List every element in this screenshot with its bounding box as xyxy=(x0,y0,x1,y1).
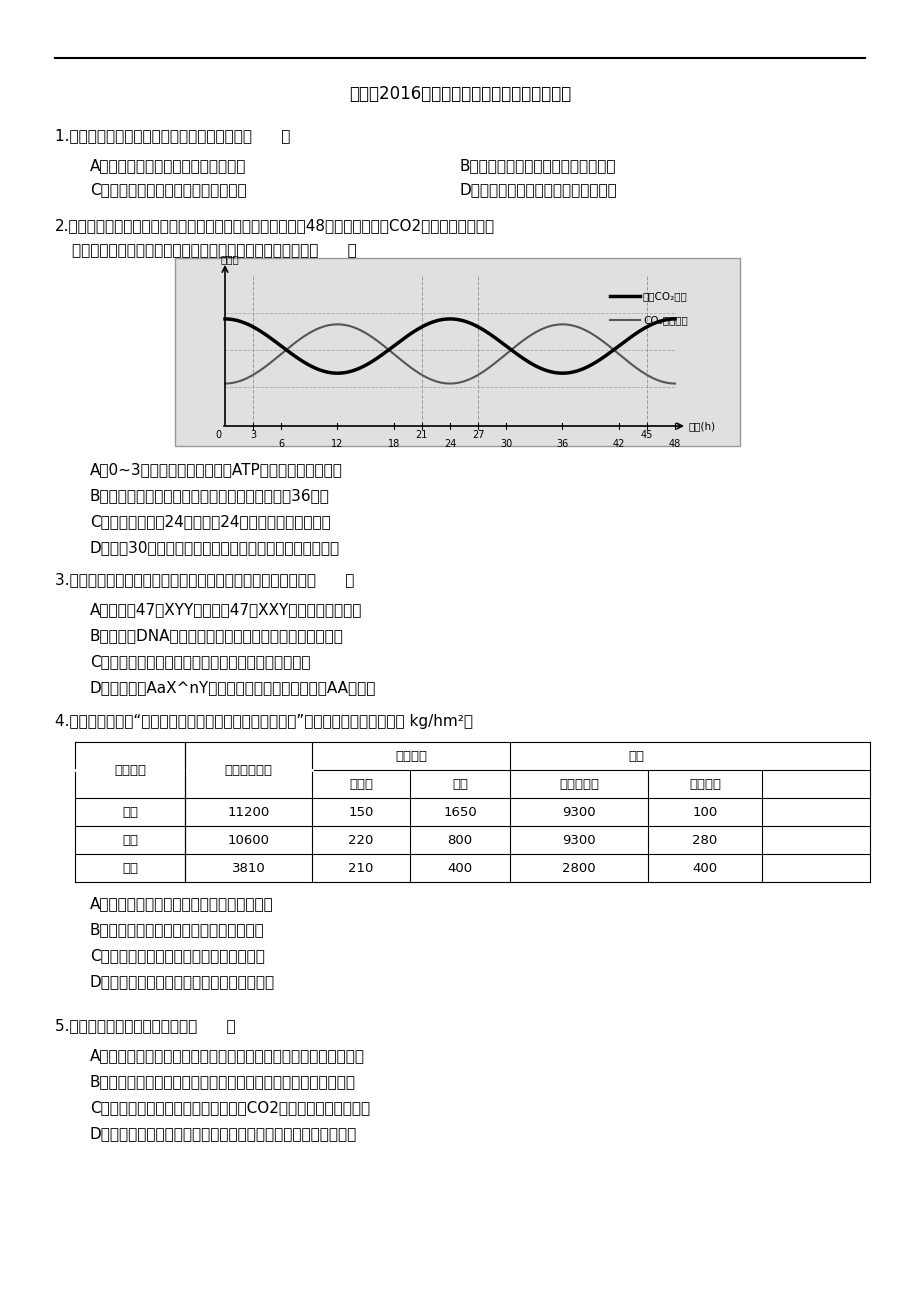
Text: 3810: 3810 xyxy=(232,862,265,875)
Text: 0: 0 xyxy=(216,430,221,440)
Text: 400: 400 xyxy=(692,862,717,875)
Text: 1650: 1650 xyxy=(443,806,476,819)
Bar xyxy=(175,258,739,447)
Text: 1.下列对生物细胞代谢活动的描述，正确的是（      ）: 1.下列对生物细胞代谢活动的描述，正确的是（ ） xyxy=(55,128,290,143)
Text: 白三叶: 白三叶 xyxy=(348,777,372,790)
Text: 36: 36 xyxy=(556,439,568,449)
Text: 800: 800 xyxy=(447,833,472,846)
Text: 150: 150 xyxy=(348,806,373,819)
Text: 400: 400 xyxy=(447,862,472,875)
Text: 3.下列现象中，与减数分裂同源染色体联会行为一定有关的是（      ）: 3.下列现象中，与减数分裂同源染色体联会行为一定有关的是（ ） xyxy=(55,572,354,587)
Text: D．牧草呼吸消耗增加导致现存的生物量减少: D．牧草呼吸消耗增加导致现存的生物量减少 xyxy=(90,974,275,990)
Text: 图所示曲线（整个过程呼吸速率恒定），据图分析正确的是（      ）: 图所示曲线（整个过程呼吸速率恒定），据图分析正确的是（ ） xyxy=(72,243,357,258)
Text: 48: 48 xyxy=(668,439,680,449)
Text: A．制备植物原生质体时可在适宜的高渗溶液中用酶解法去除细胞壁: A．制备植物原生质体时可在适宜的高渗溶液中用酶解法去除细胞壁 xyxy=(90,1048,365,1062)
Text: 280: 280 xyxy=(692,833,717,846)
Text: 5.下列有关实验的叙述正确的是（      ）: 5.下列有关实验的叙述正确的是（ ） xyxy=(55,1018,235,1032)
Text: 10600: 10600 xyxy=(227,833,269,846)
Text: 时间(h): 时间(h) xyxy=(688,421,715,431)
Text: 210: 210 xyxy=(348,862,373,875)
Text: D．若第30小时部分叶片遮光，则未遮光叶片光合速率下降: D．若第30小时部分叶片遮光，则未遮光叶片光合速率下降 xyxy=(90,540,340,555)
Text: 27: 27 xyxy=(471,430,483,440)
Text: 2800: 2800 xyxy=(562,862,596,875)
Text: 杂草: 杂草 xyxy=(628,750,643,763)
Text: B．实验中绿色植物光合速率达到最大的时刻是第36小时: B．实验中绿色植物光合速率达到最大的时刻是第36小时 xyxy=(90,488,330,503)
Text: 220: 220 xyxy=(348,833,373,846)
Text: C．在外植体脱分化时，应通入足量的CO2以满足光合作用的需要: C．在外植体脱分化时，应通入足量的CO2以满足光合作用的需要 xyxy=(90,1100,369,1115)
Text: 9300: 9300 xyxy=(562,833,596,846)
Text: 4.研究人员调查了“不同放牧强度对植物现存生物量的影响”，结果如下表。（单位是 kg/hm²）: 4.研究人员调查了“不同放牧强度对植物现存生物量的影响”，结果如下表。（单位是 … xyxy=(55,713,472,729)
Text: 11200: 11200 xyxy=(227,806,269,819)
Text: C．一个精原细胞减数分裂时产生四种比例相同的配子: C．一个精原细胞减数分裂时产生四种比例相同的配子 xyxy=(90,654,311,669)
Text: 室内CO₂浓度: 室内CO₂浓度 xyxy=(642,292,687,301)
Text: 18: 18 xyxy=(387,439,400,449)
Text: A．人类的47，XYY综合征和47，XXY综合征个体的形成: A．人类的47，XYY综合征和47，XXY综合征个体的形成 xyxy=(90,602,362,617)
Text: 2.某研究小组在密闭恒温玻璃温室内进行植物栽培实验，连续48小时测定温室内CO2吸收速率，得到如: 2.某研究小组在密闭恒温玻璃温室内进行植物栽培实验，连续48小时测定温室内CO2… xyxy=(55,217,494,233)
Text: 丰台区2016年高三年级第二学期二模生物试题: 丰台区2016年高三年级第二学期二模生物试题 xyxy=(348,85,571,103)
Text: C．实验开始的前24小时比后24小时的平均光照强度强: C．实验开始的前24小时比后24小时的平均光照强度强 xyxy=(90,514,331,529)
Text: 可食性杂草: 可食性杂草 xyxy=(559,777,598,790)
Text: B．牧草与杂草之间的竞争破坏物种多样性: B．牧草与杂草之间的竞争破坏物种多样性 xyxy=(90,922,265,937)
Text: CO₂吸收速率: CO₂吸收速率 xyxy=(642,315,687,326)
Text: 相对值: 相对值 xyxy=(221,254,240,264)
Text: B．线粒体DNA突变会导致在培养大菌酵母菌时出现小菌落: B．线粒体DNA突变会导致在培养大菌酵母菌时出现小菌落 xyxy=(90,628,344,643)
Text: 放牧强度: 放牧强度 xyxy=(114,763,146,776)
Text: 100: 100 xyxy=(692,806,717,819)
Text: 21: 21 xyxy=(415,430,427,440)
Text: 播种牧草: 播种牧草 xyxy=(394,750,426,763)
Text: 45: 45 xyxy=(640,430,652,440)
Text: 重度: 重度 xyxy=(122,862,138,875)
Text: 24: 24 xyxy=(443,439,456,449)
Text: 12: 12 xyxy=(331,439,344,449)
Text: D．乳酸杆菌在细胞质基质中产生乳酸: D．乳酸杆菌在细胞质基质中产生乳酸 xyxy=(460,182,617,197)
Text: D．利用稀释涂布平板法对大肠杆菌计数时需要借助于显微镜观察: D．利用稀释涂布平板法对大肠杆菌计数时需要借助于显微镜观察 xyxy=(90,1126,357,1141)
Text: C．重度放牧可能相起草原群落的次生演替: C．重度放牧可能相起草原群落的次生演替 xyxy=(90,948,265,963)
Text: A．蓝藻进行光合作用的场所是叶绿体: A．蓝藻进行光合作用的场所是叶绿体 xyxy=(90,158,246,173)
Text: 鸭茅: 鸭茅 xyxy=(451,777,468,790)
Text: 9300: 9300 xyxy=(562,806,596,819)
Text: 6: 6 xyxy=(278,439,284,449)
Text: A．0~3小时植物叶肉细胞中的ATP只来源于细胞质基质: A．0~3小时植物叶肉细胞中的ATP只来源于细胞质基质 xyxy=(90,462,343,477)
Text: 中度: 中度 xyxy=(122,833,138,846)
Text: D．基因型为AaX^nY小鼠产生一个不含性染色体的AA型配子: D．基因型为AaX^nY小鼠产生一个不含性染色体的AA型配子 xyxy=(90,680,376,695)
Text: A．有害植物生物量增加的原因是捕食者减少: A．有害植物生物量增加的原因是捕食者减少 xyxy=(90,896,274,911)
Text: 有害植物: 有害植物 xyxy=(688,777,720,790)
Text: 30: 30 xyxy=(500,439,512,449)
Text: C．大肠杆菌的转录和翻译均在拟核区: C．大肠杆菌的转录和翻译均在拟核区 xyxy=(90,182,246,197)
Text: 3: 3 xyxy=(250,430,255,440)
Text: 42: 42 xyxy=(612,439,624,449)
Text: 轻度: 轻度 xyxy=(122,806,138,819)
Text: 总现存生物量: 总现存生物量 xyxy=(224,763,272,776)
Text: B．以苹果为原料酿制果酒和果醋时，应先提供氧气进行果醋发酵: B．以苹果为原料酿制果酒和果醋时，应先提供氧气进行果醋发酵 xyxy=(90,1074,356,1088)
Text: B．酵母菌的高尔基体负责合成蛋白质: B．酵母菌的高尔基体负责合成蛋白质 xyxy=(460,158,616,173)
